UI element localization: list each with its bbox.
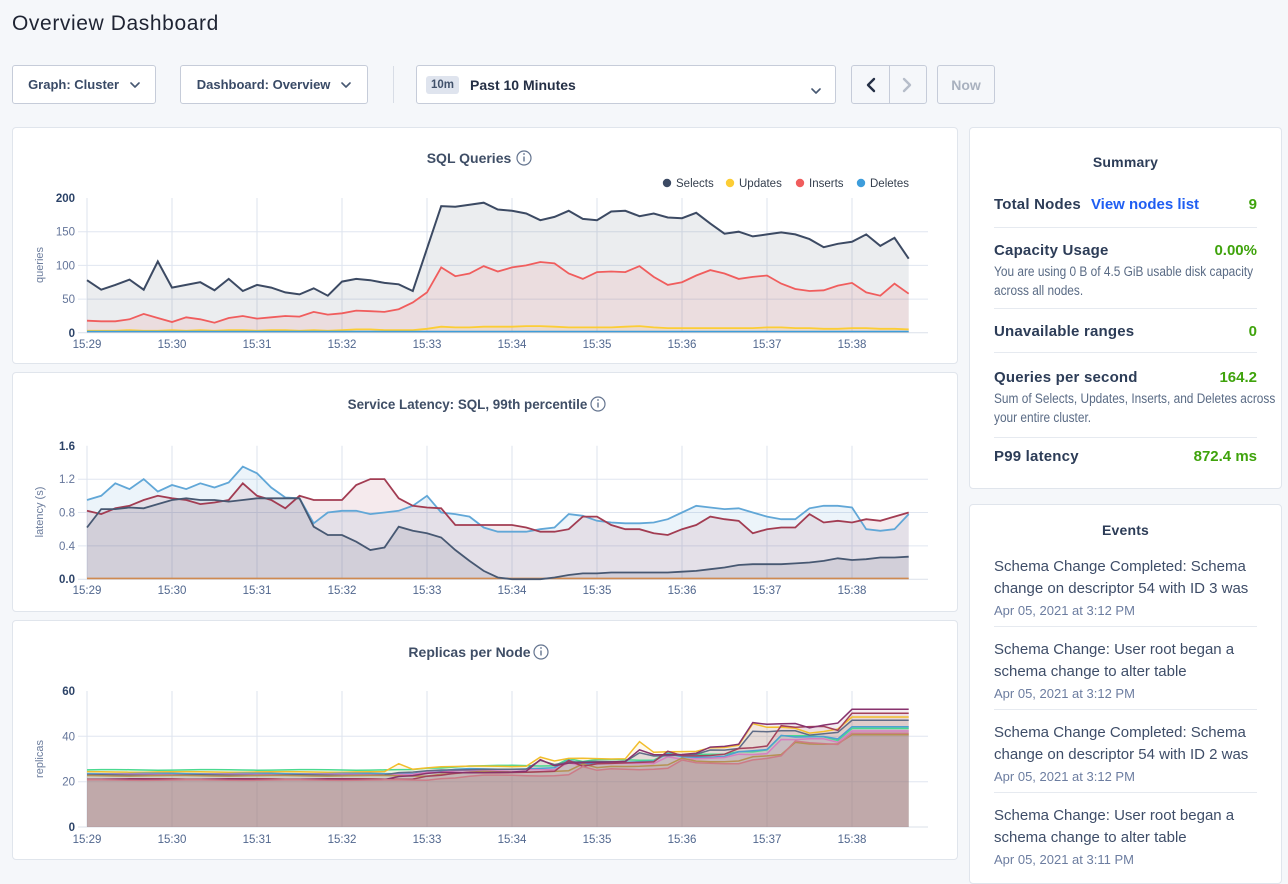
svg-text:15:35: 15:35	[583, 585, 612, 597]
svg-text:15:37: 15:37	[753, 834, 782, 846]
svg-text:15:36: 15:36	[668, 339, 697, 351]
svg-text:15:38: 15:38	[838, 834, 867, 846]
svg-text:40: 40	[62, 731, 75, 743]
svg-text:15:34: 15:34	[498, 339, 527, 351]
svg-text:15:32: 15:32	[328, 834, 357, 846]
svg-text:0.8: 0.8	[59, 508, 75, 520]
svg-text:15:32: 15:32	[328, 339, 357, 351]
svg-text:15:34: 15:34	[498, 585, 527, 597]
svg-text:60: 60	[62, 686, 75, 698]
svg-text:15:31: 15:31	[243, 339, 272, 351]
svg-text:Updates: Updates	[739, 178, 782, 190]
svg-text:15:37: 15:37	[753, 585, 782, 597]
svg-text:0.4: 0.4	[59, 541, 76, 553]
svg-text:0: 0	[69, 328, 75, 340]
svg-text:15:30: 15:30	[158, 339, 187, 351]
svg-text:latency (s): latency (s)	[34, 487, 46, 538]
svg-text:queries: queries	[34, 246, 46, 283]
svg-text:Service Latency: SQL, 99th per: Service Latency: SQL, 99th percentile	[348, 397, 588, 412]
svg-text:15:35: 15:35	[583, 339, 612, 351]
svg-text:150: 150	[56, 227, 75, 239]
svg-text:15:29: 15:29	[73, 834, 102, 846]
svg-text:replicas: replicas	[34, 740, 46, 778]
svg-text:15:30: 15:30	[158, 834, 187, 846]
svg-text:1.6: 1.6	[59, 441, 75, 453]
svg-text:15:30: 15:30	[158, 585, 187, 597]
svg-text:Inserts: Inserts	[809, 178, 844, 190]
svg-text:15:35: 15:35	[583, 834, 612, 846]
svg-text:15:31: 15:31	[243, 834, 272, 846]
svg-text:15:33: 15:33	[413, 834, 442, 846]
svg-text:15:32: 15:32	[328, 585, 357, 597]
svg-text:15:29: 15:29	[73, 339, 102, 351]
svg-text:Deletes: Deletes	[870, 178, 909, 190]
svg-text:15:38: 15:38	[838, 339, 867, 351]
svg-text:100: 100	[56, 260, 75, 272]
svg-text:0: 0	[69, 822, 75, 834]
svg-text:Selects: Selects	[676, 178, 714, 190]
svg-text:15:38: 15:38	[838, 585, 867, 597]
svg-text:20: 20	[62, 777, 75, 789]
svg-text:15:29: 15:29	[73, 585, 102, 597]
svg-text:15:37: 15:37	[753, 339, 782, 351]
svg-text:50: 50	[62, 294, 75, 306]
svg-text:200: 200	[56, 193, 75, 205]
svg-text:15:31: 15:31	[243, 585, 272, 597]
svg-text:15:36: 15:36	[668, 585, 697, 597]
svg-text:15:33: 15:33	[413, 339, 442, 351]
svg-text:0.0: 0.0	[59, 574, 75, 586]
svg-text:1.2: 1.2	[59, 474, 75, 486]
svg-text:Replicas per Node: Replicas per Node	[408, 644, 530, 660]
svg-text:15:33: 15:33	[413, 585, 442, 597]
svg-text:15:34: 15:34	[498, 834, 527, 846]
svg-text:SQL Queries: SQL Queries	[427, 150, 512, 166]
svg-text:15:36: 15:36	[668, 834, 697, 846]
